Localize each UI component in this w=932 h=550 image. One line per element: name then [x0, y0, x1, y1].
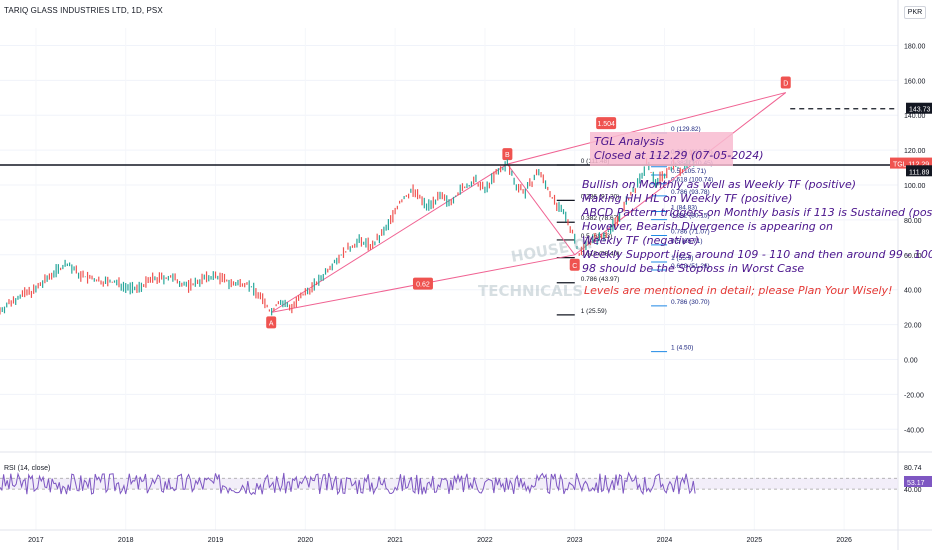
fib-label: 0.5 (105.71) — [671, 168, 706, 175]
point-label-bg — [502, 148, 513, 161]
point-label: C — [572, 263, 577, 270]
fib-label: 1 (4.50) — [671, 345, 693, 352]
currency-label[interactable]: PKR — [904, 6, 926, 19]
x-tick-label: 2018 — [118, 537, 134, 544]
note-line: Bullish on Monthly as well as Weekly TF … — [582, 178, 857, 191]
y-tick-label: 120.00 — [904, 148, 926, 155]
symbol-title: TARIQ GLASS INDUSTRIES LTD, 1D, PSX — [4, 6, 163, 15]
annotation-box — [590, 132, 733, 166]
price-axis: 180.00 160.00 140.00 120.00 100.00 80.00 60.00… — [904, 43, 926, 434]
abcd-leg — [506, 163, 576, 256]
ratio-label: 0.62 — [416, 282, 430, 289]
levels-note: Levels are mentioned in detail; please P… — [584, 284, 893, 297]
fib-label: 0.382 (80.15) — [671, 213, 710, 220]
rsi-band — [0, 478, 898, 490]
y-tick-label: 180.00 — [904, 43, 926, 50]
point-label: B — [505, 152, 510, 159]
price-tag-label: 111.89 — [909, 169, 929, 176]
rsi-title: RSI (14, close) — [4, 465, 50, 472]
y-tick-label: 60.00 — [904, 253, 922, 260]
fib-label: 1 (55.9) — [671, 255, 693, 262]
ratio-label-bg — [412, 277, 433, 290]
note-line: Weekly Support lies around 109 - 110 and… — [582, 248, 932, 261]
point-label-bg — [266, 316, 277, 329]
y-tick-label: 20.00 — [904, 323, 922, 330]
rsi-tag-bg — [904, 475, 932, 487]
rsi-line — [0, 471, 696, 496]
y-tick-label: -20.00 — [904, 392, 924, 399]
point-label-bg — [780, 76, 791, 89]
note-line: However, Bearish Divergence is appearing… — [582, 220, 833, 233]
y-tick-label: 140.00 — [904, 113, 926, 120]
x-tick-label: 2022 — [477, 537, 493, 544]
analysis-notes: Bullish on Monthly as well as Weekly TF … — [582, 178, 932, 276]
fib-label: 1 (25.59) — [581, 308, 607, 315]
x-tick-label: 2026 — [836, 537, 852, 544]
x-tick-label: 2023 — [567, 537, 583, 544]
note-line: Weekly TF (negative) — [582, 234, 700, 247]
ratio-label-bg — [596, 117, 617, 130]
annotation-text: TGL Analysis Closed at 112.29 (07-05-202… — [594, 135, 764, 163]
x-tick-label: 2019 — [208, 537, 224, 544]
y-tick-label: 0.00 — [904, 357, 918, 364]
abcd-pattern: A B C D 0.62 1.504 — [266, 76, 791, 329]
point-label-bg — [569, 258, 580, 271]
abcd-leg — [270, 163, 508, 313]
x-tick-label: 2021 — [387, 537, 403, 544]
watermark-bottom: TECHNICALS — [478, 282, 583, 300]
price-tag-bg — [890, 157, 932, 169]
x-tick-label: 2017 — [28, 537, 44, 544]
rsi-tag-label: 53.17 — [907, 480, 925, 487]
fib-label: 0.618 (100.74) — [671, 177, 713, 184]
fib-label: 1 (84.83) — [671, 204, 697, 211]
y-tick-label: 80.00 — [904, 218, 922, 225]
fib-label: 0.618 (51.26) — [671, 263, 710, 270]
y-tick-label: -40.00 — [904, 427, 924, 434]
annotation-line2: Closed at 112.29 (07-05-2024) — [594, 149, 764, 162]
fib-label: 0.5 (68.53) — [581, 233, 612, 240]
fib-label: 0.786 (93.78) — [671, 189, 710, 196]
price-tag-label: TGL 112.29 — [893, 162, 929, 169]
y-tick-label: 100.00 — [904, 183, 926, 190]
rsi-tick-label: 40.00 — [904, 487, 922, 494]
fib-label: 0.618 (58.40) — [581, 251, 620, 258]
annotation-line1: TGL Analysis — [594, 135, 665, 148]
y-tick-label: 40.00 — [904, 288, 922, 295]
ratio-label: 1.504 — [597, 121, 615, 128]
note-line: ABCD Pattern triggers on Monthly basis i… — [582, 206, 932, 219]
price-tag-bg — [906, 165, 932, 177]
x-tick-label: 2024 — [657, 537, 673, 544]
fib-label: 0.236 (91.20) — [581, 193, 620, 200]
point-label: D — [783, 81, 788, 88]
x-tick-label: 2025 — [747, 537, 763, 544]
note-line: 98 should be the Stoploss in Worst Case — [582, 262, 805, 275]
x-tick-label: 2020 — [298, 537, 314, 544]
price-tag-bg — [906, 102, 932, 114]
fib-label: 0.5 (65.71) — [671, 238, 702, 245]
grid — [0, 28, 898, 530]
rsi-tick-label: 80.74 — [904, 465, 922, 472]
abcd-leg — [507, 92, 786, 165]
point-label: A — [269, 320, 274, 327]
fib-label: 0 (129.82) — [671, 126, 701, 133]
fib-label: 0.786 (71.07) — [671, 228, 710, 235]
price-tag-label: 143.73 — [909, 107, 931, 114]
fib-label: 0.786 (30.70) — [671, 299, 710, 306]
note-line: Making HH HL on Weekly TF (positive) — [582, 192, 793, 205]
fib-label: 0.382 (78.67) — [581, 215, 620, 222]
y-tick-label: 160.00 — [904, 78, 926, 85]
fib-label: 0.786 (43.97) — [581, 276, 620, 283]
